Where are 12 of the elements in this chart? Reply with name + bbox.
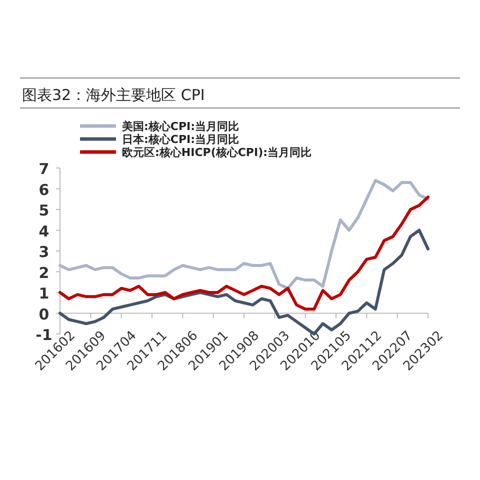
y-tick-label: 2 — [38, 264, 50, 282]
y-tick-label: 3 — [38, 243, 50, 261]
legend-label: 欧元区:核心HICP(核心CPI):当月同比 — [122, 146, 312, 159]
y-tick-label: 7 — [38, 160, 50, 178]
y-tick-label: 0 — [38, 305, 50, 324]
legend-label: 日本:核心CPI:当月同比 — [122, 133, 240, 146]
y-tick-label: 5 — [38, 202, 50, 220]
y-tick-label: 4 — [38, 222, 50, 240]
legend-label: 美国:核心CPI:当月同比 — [121, 120, 240, 133]
y-tick-label: 6 — [38, 180, 50, 199]
y-tick-label: 1 — [38, 284, 50, 302]
title: 图表32：海外主要地区 CPI — [22, 86, 205, 104]
